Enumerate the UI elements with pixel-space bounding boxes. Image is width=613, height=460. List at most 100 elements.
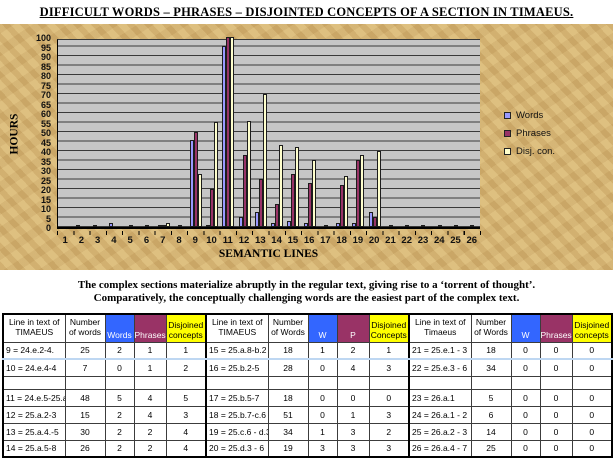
y-tick-label: 75 bbox=[40, 80, 51, 91]
bar-words bbox=[157, 225, 162, 227]
y-tick-label: 95 bbox=[40, 42, 51, 53]
bar-words bbox=[287, 221, 292, 227]
legend-item: Disj. con. bbox=[504, 146, 555, 157]
bar-disj-con- bbox=[295, 147, 300, 227]
x-tick-label: 5 bbox=[127, 235, 133, 246]
y-tick-label: 55 bbox=[40, 118, 51, 129]
bar-disj-con- bbox=[165, 223, 170, 227]
value-cell bbox=[64, 375, 106, 390]
legend-label: Phrases bbox=[516, 128, 551, 139]
col-header: Disjoined Concepts bbox=[368, 313, 410, 343]
stats-table: Line in text of TIMAEUS Number of words Wo… bbox=[2, 313, 613, 458]
value-cell: 3 bbox=[368, 405, 410, 424]
bar-disj-con- bbox=[197, 174, 202, 227]
bar-phrases bbox=[421, 225, 426, 227]
bar-words bbox=[108, 223, 113, 227]
value-cell: 18 bbox=[470, 341, 512, 360]
y-tick-label: 40 bbox=[40, 147, 51, 158]
value-cell: 1 bbox=[368, 341, 410, 360]
legend-label: Words bbox=[516, 110, 544, 121]
bar-phrases bbox=[258, 179, 263, 227]
legend-item: Words bbox=[504, 110, 555, 121]
x-tick-label: 14 bbox=[271, 235, 282, 246]
value-cell bbox=[368, 375, 410, 390]
value-cell: 0 bbox=[307, 358, 338, 377]
line-ref-cell: 21 = 25.e.1 - 3 bbox=[408, 341, 472, 360]
value-cell: 0 bbox=[336, 388, 370, 407]
value-cell: 0 bbox=[539, 358, 573, 377]
x-tick-label: 22 bbox=[401, 235, 412, 246]
bar-phrases bbox=[453, 225, 458, 227]
y-tick-label: 25 bbox=[40, 175, 51, 186]
bar-disj-con- bbox=[344, 176, 349, 227]
line-ref-cell: 25 = 26.a.2 - 3 bbox=[408, 422, 472, 441]
x-tick-label: 23 bbox=[417, 235, 429, 246]
col-header: Line in text of TIMAEUS bbox=[2, 313, 66, 343]
spacer-row bbox=[2, 375, 613, 390]
bar-words bbox=[76, 225, 81, 227]
bar-phrases bbox=[145, 225, 150, 227]
x-tick-label: 21 bbox=[385, 235, 396, 246]
value-cell: 34 bbox=[470, 358, 512, 377]
value-cell: 1 bbox=[307, 422, 338, 441]
table-row: 14 = 25.a.5-8 26 2 2 4 20 = 25.d.3 - 6 19 3 3 3 26… bbox=[2, 439, 613, 458]
col-header: Phrases bbox=[539, 313, 573, 343]
value-cell bbox=[267, 375, 309, 390]
x-tick-label: 12 bbox=[238, 235, 250, 246]
y-tick-label: 100 bbox=[35, 33, 51, 43]
y-tick-label: 45 bbox=[40, 137, 51, 148]
bar-group bbox=[464, 40, 480, 227]
x-tick-label: 4 bbox=[111, 235, 117, 246]
line-ref-cell: 11 = 24.e.5-25.a.2. bbox=[2, 388, 66, 407]
x-tick-label: 8 bbox=[176, 235, 182, 246]
value-cell: 0 bbox=[571, 422, 613, 441]
bar-phrases bbox=[177, 225, 182, 227]
x-axis-title: SEMANTIC LINES bbox=[218, 248, 319, 260]
line-ref-cell: 17 = 25.b.5-7 bbox=[205, 388, 269, 407]
bar-phrases bbox=[161, 225, 166, 227]
value-cell: 0 bbox=[510, 388, 541, 407]
bar-words bbox=[238, 217, 243, 227]
col-header: Line in text of Timaeus bbox=[408, 313, 472, 343]
table-row: 13 = 25.a.4.-5 30 2 2 4 19 = 25.c.6 - d.3 34 1 3… bbox=[2, 422, 613, 441]
bar-disj-con- bbox=[311, 160, 316, 227]
line-ref-cell bbox=[408, 375, 472, 390]
y-tick-label: 35 bbox=[40, 156, 51, 167]
x-axis-ticks: 1 2 3 4 5 6 7 8 9 10 11 12 13 14 15 16 17 18 19 20 21 22 23 24 2… bbox=[57, 235, 480, 246]
bar-group bbox=[155, 40, 171, 227]
value-cell: 34 bbox=[267, 422, 309, 441]
value-cell bbox=[470, 375, 512, 390]
bar-phrases bbox=[388, 225, 393, 227]
line-ref-cell: 19 = 25.c.6 - d.3 bbox=[205, 422, 269, 441]
bar-words bbox=[222, 46, 227, 227]
x-tick-label: 9 bbox=[192, 235, 198, 246]
value-cell: 1 bbox=[165, 341, 207, 360]
value-cell: 26 bbox=[64, 439, 106, 458]
bar-disj-con- bbox=[360, 155, 365, 227]
col-header: Disjoined concepts bbox=[571, 313, 613, 343]
value-cell: 0 bbox=[510, 341, 541, 360]
bar-group bbox=[237, 40, 253, 227]
value-cell: 0 bbox=[104, 358, 135, 377]
line-ref-cell bbox=[2, 375, 66, 390]
bar-group bbox=[350, 40, 366, 227]
x-tick-label: 25 bbox=[450, 235, 461, 246]
y-tick-label: 15 bbox=[40, 194, 51, 205]
bar-phrases bbox=[340, 185, 345, 227]
value-cell: 3 bbox=[307, 439, 338, 458]
legend-item: Phrases bbox=[504, 128, 555, 139]
value-cell: 0 bbox=[539, 388, 573, 407]
x-tick-label: 20 bbox=[368, 235, 380, 246]
value-cell: 3 bbox=[368, 358, 410, 377]
bar-words bbox=[271, 223, 276, 227]
y-tick-label: 30 bbox=[40, 166, 51, 177]
bar-words bbox=[206, 225, 211, 227]
value-cell: 2 bbox=[133, 422, 167, 441]
value-cell: 25 bbox=[470, 439, 512, 458]
value-cell bbox=[104, 375, 135, 390]
col-header: P bbox=[336, 313, 370, 343]
bar-words bbox=[92, 225, 97, 227]
legend-swatch-icon bbox=[504, 148, 511, 155]
value-cell: 0 bbox=[307, 405, 338, 424]
